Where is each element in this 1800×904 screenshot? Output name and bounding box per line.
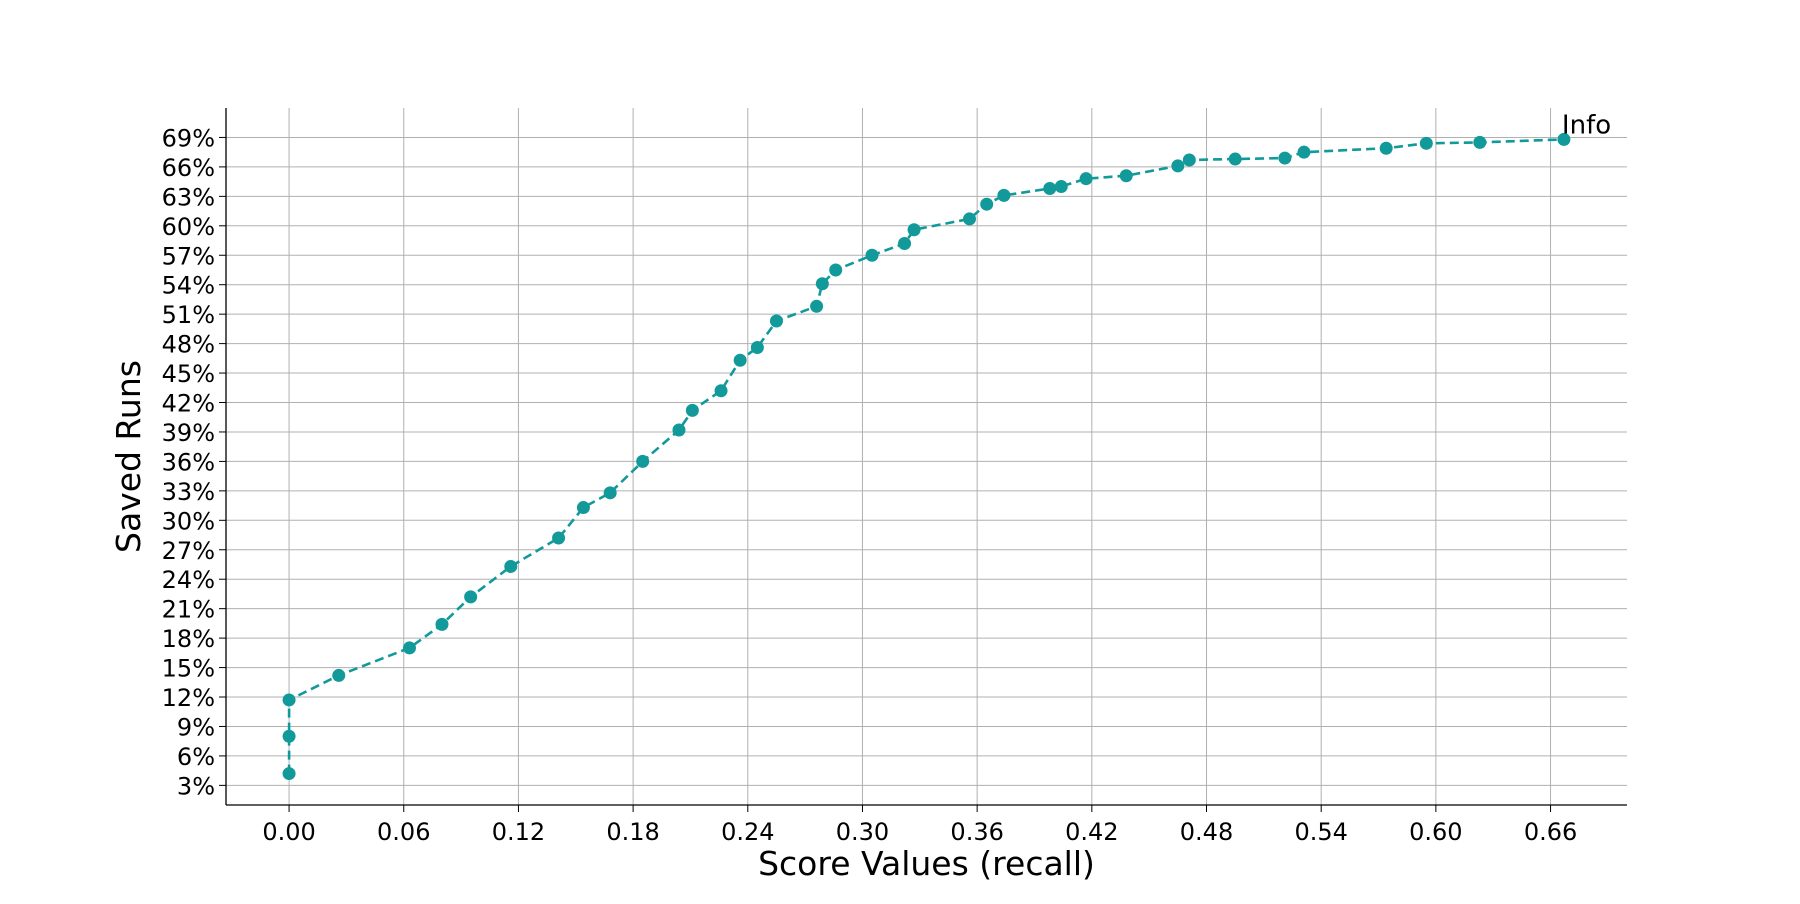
data-point bbox=[576, 501, 590, 515]
data-point bbox=[865, 248, 879, 262]
x-tick-label: 0.48 bbox=[1180, 818, 1233, 846]
data-point bbox=[815, 277, 829, 291]
y-axis-title: Saved Runs bbox=[109, 360, 148, 553]
y-tick-label: 51% bbox=[162, 301, 215, 329]
y-tick-label: 3% bbox=[177, 772, 215, 800]
y-tick-label: 36% bbox=[162, 448, 215, 476]
axis-titles: Score Values (recall) Saved Runs Info bbox=[109, 110, 1611, 883]
data-point bbox=[504, 559, 518, 573]
y-tick-label: 24% bbox=[162, 566, 215, 594]
axes bbox=[219, 108, 1627, 812]
x-tick-label: 0.60 bbox=[1409, 818, 1462, 846]
y-tick-label: 57% bbox=[162, 242, 215, 270]
y-tick-label: 48% bbox=[162, 331, 215, 359]
data-point bbox=[1297, 145, 1311, 159]
data-point bbox=[714, 384, 728, 398]
grid bbox=[226, 108, 1627, 805]
data-point bbox=[282, 767, 296, 781]
data-point bbox=[1119, 169, 1133, 183]
tick-labels: 0.00 0.06 0.12 0.18 0.24 0.30 0.36 0.42 0.48 0.54… bbox=[162, 124, 1578, 846]
data-point bbox=[1079, 172, 1093, 186]
y-tick-label: 54% bbox=[162, 272, 215, 300]
y-tick-label: 30% bbox=[162, 507, 215, 535]
y-tick-label: 33% bbox=[162, 478, 215, 506]
data-point bbox=[1043, 181, 1057, 195]
y-tick-label: 45% bbox=[162, 360, 215, 388]
data-point bbox=[1228, 152, 1242, 166]
x-tick-label: 0.06 bbox=[377, 818, 430, 846]
data-point bbox=[1278, 151, 1292, 165]
x-tick-label: 0.18 bbox=[606, 818, 659, 846]
data-point bbox=[1557, 132, 1571, 146]
data-point bbox=[603, 486, 617, 500]
y-tick-label: 18% bbox=[162, 625, 215, 653]
data-point bbox=[1182, 153, 1196, 167]
data-point bbox=[1379, 141, 1393, 155]
y-tick-label: 6% bbox=[177, 743, 215, 771]
data-point bbox=[997, 188, 1011, 202]
data-point bbox=[464, 590, 478, 604]
data-point bbox=[1473, 135, 1487, 149]
x-tick-label: 0.00 bbox=[262, 818, 315, 846]
data-point bbox=[980, 197, 994, 211]
x-tick-label: 0.54 bbox=[1294, 818, 1347, 846]
y-tick-label: 66% bbox=[162, 154, 215, 182]
data-point bbox=[810, 299, 824, 313]
x-axis-title: Score Values (recall) bbox=[758, 844, 1095, 883]
y-tick-label: 42% bbox=[162, 390, 215, 418]
data-point bbox=[1171, 159, 1185, 173]
annotation-label: Info bbox=[1562, 110, 1611, 140]
data-point bbox=[769, 314, 783, 328]
x-tick-label: 0.36 bbox=[950, 818, 1003, 846]
y-tick-label: 12% bbox=[162, 684, 215, 712]
y-tick-label: 69% bbox=[162, 124, 215, 152]
data-point bbox=[672, 423, 686, 437]
y-tick-label: 27% bbox=[162, 537, 215, 565]
series-layer bbox=[282, 132, 1571, 781]
data-point bbox=[402, 641, 416, 655]
data-point bbox=[750, 341, 764, 355]
data-point bbox=[552, 531, 566, 545]
data-point bbox=[907, 223, 921, 237]
data-point bbox=[829, 263, 843, 277]
x-tick-label: 0.66 bbox=[1524, 818, 1577, 846]
x-tick-label: 0.24 bbox=[721, 818, 774, 846]
data-point bbox=[332, 668, 346, 682]
data-point bbox=[685, 403, 699, 417]
data-point bbox=[733, 353, 747, 367]
data-point bbox=[898, 236, 912, 250]
data-point bbox=[435, 617, 449, 631]
y-tick-label: 21% bbox=[162, 596, 215, 624]
series-line bbox=[287, 138, 1564, 774]
y-tick-label: 63% bbox=[162, 183, 215, 211]
y-tick-label: 60% bbox=[162, 213, 215, 241]
data-point bbox=[1054, 180, 1068, 194]
data-point bbox=[636, 454, 650, 468]
y-tick-label: 9% bbox=[177, 713, 215, 741]
y-tick-label: 15% bbox=[162, 655, 215, 683]
x-tick-label: 0.42 bbox=[1065, 818, 1118, 846]
y-tick-label: 39% bbox=[162, 419, 215, 447]
data-point bbox=[282, 693, 296, 707]
x-tick-label: 0.30 bbox=[836, 818, 889, 846]
x-tick-label: 0.12 bbox=[492, 818, 545, 846]
data-point bbox=[1419, 136, 1433, 150]
data-point bbox=[282, 729, 296, 743]
data-point bbox=[963, 212, 977, 226]
